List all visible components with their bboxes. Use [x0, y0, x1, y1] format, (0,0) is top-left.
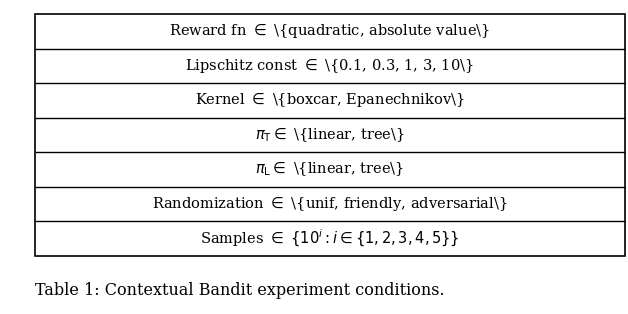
Text: $\pi_{\mathrm{T}} \in$ \{linear, tree\}: $\pi_{\mathrm{T}} \in$ \{linear, tree\} [255, 126, 404, 144]
Text: Table 1: Contextual Bandit experiment conditions.: Table 1: Contextual Bandit experiment co… [35, 282, 444, 299]
Text: Lipschitz const $\in$ \{0.1, 0.3, 1, 3, 10\}: Lipschitz const $\in$ \{0.1, 0.3, 1, 3, … [185, 57, 474, 75]
Text: Reward fn $\in$ \{quadratic, absolute value\}: Reward fn $\in$ \{quadratic, absolute va… [169, 22, 490, 41]
Text: Kernel $\in$ \{boxcar, Epanechnikov\}: Kernel $\in$ \{boxcar, Epanechnikov\} [195, 91, 465, 110]
Text: $\pi_{\mathrm{L}} \in$ \{linear, tree\}: $\pi_{\mathrm{L}} \in$ \{linear, tree\} [255, 161, 404, 178]
Bar [35, 14, 625, 256]
Text: Samples $\in$ $\{10^i : i \in \{1, 2, 3, 4, 5\}\}$: Samples $\in$ $\{10^i : i \in \{1, 2, 3,… [200, 228, 460, 249]
Text: Randomization $\in$ \{unif, friendly, adversarial\}: Randomization $\in$ \{unif, friendly, ad… [152, 195, 507, 213]
